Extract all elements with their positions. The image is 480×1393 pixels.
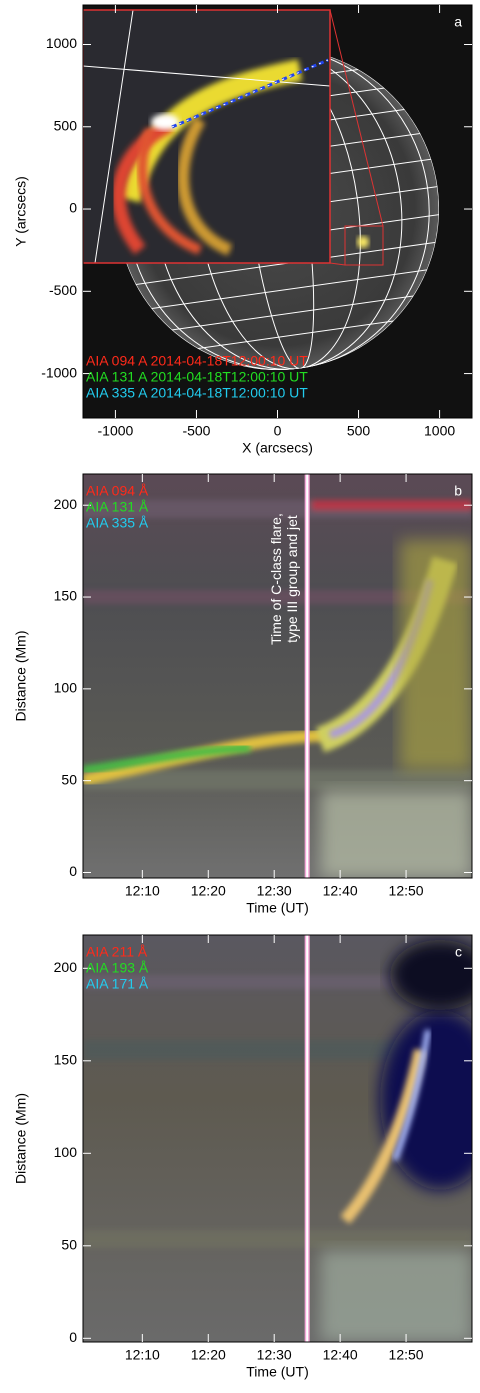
y-tick-label: 0: [69, 863, 77, 879]
x-tick-label: 12:10: [125, 883, 160, 899]
panel-label: c: [455, 944, 462, 960]
y-tick-label: 50: [61, 771, 77, 787]
y-tick-label: 100: [54, 680, 78, 696]
x-axis-label: X (arcsecs): [242, 440, 313, 456]
x-tick-label: -1000: [98, 423, 134, 439]
marker-annotation: Time of C-class flare,: [268, 513, 284, 645]
y-axis-label: Y (arcsecs): [13, 176, 29, 247]
legend-text: AIA 335 A 2014-04-18T12:00:10 UT: [86, 385, 308, 401]
y-tick-label: -1000: [41, 364, 77, 380]
y-tick-label: 1000: [46, 35, 77, 51]
marker-annotation: type III group and jet: [284, 515, 300, 643]
x-tick-label: 12:50: [389, 883, 424, 899]
y-tick-label: 100: [54, 1144, 78, 1160]
x-tick-label: 12:50: [389, 1347, 424, 1363]
x-axis-label: Time (UT): [246, 900, 308, 916]
y-tick-label: 0: [69, 1329, 77, 1345]
y-tick-label: -500: [49, 282, 77, 298]
panel-label: b: [454, 483, 462, 499]
x-tick-label: 500: [347, 423, 371, 439]
y-tick-label: 0: [69, 200, 77, 216]
legend-text: AIA 131 Å: [86, 499, 149, 515]
y-axis-label: Distance (Mm): [13, 630, 29, 721]
x-tick-label: 12:40: [323, 1347, 358, 1363]
y-tick-label: 150: [54, 1052, 78, 1068]
plot-frame: [82, 473, 473, 879]
legend-text: AIA 094 Å: [86, 483, 149, 499]
legend-text: AIA 131 A 2014-04-18T12:00:10 UT: [86, 369, 308, 385]
x-tick-label: -500: [182, 423, 210, 439]
plot-frame: [82, 934, 473, 1343]
x-tick-label: 1000: [424, 423, 455, 439]
y-tick-label: 200: [54, 496, 78, 512]
x-axis-label: Time (UT): [246, 1364, 308, 1380]
panel-label: a: [454, 14, 462, 30]
y-tick-label: 150: [54, 588, 78, 604]
y-tick-label: 200: [54, 959, 78, 975]
x-tick-label: 12:30: [257, 883, 292, 899]
legend-text: AIA 094 A 2014-04-18T12:00:10 UT: [86, 353, 308, 369]
y-axis-label: Distance (Mm): [13, 1093, 29, 1184]
legend-text: AIA 193 Å: [86, 960, 149, 976]
image-c: [83, 935, 472, 1342]
legend-text: AIA 211 Å: [86, 944, 148, 960]
x-tick-label: 12:40: [323, 883, 358, 899]
y-tick-label: 500: [54, 117, 78, 133]
x-tick-label: 12:10: [125, 1347, 160, 1363]
legend-text: AIA 335 Å: [86, 515, 149, 531]
x-tick-label: 0: [274, 423, 282, 439]
image-a: [83, 5, 472, 418]
x-tick-label: 12:30: [257, 1347, 292, 1363]
legend-text: AIA 171 Å: [86, 976, 149, 992]
image-b: [83, 474, 472, 878]
y-tick-label: 50: [61, 1237, 77, 1253]
x-tick-label: 12:20: [191, 1347, 226, 1363]
x-tick-label: 12:20: [191, 883, 226, 899]
